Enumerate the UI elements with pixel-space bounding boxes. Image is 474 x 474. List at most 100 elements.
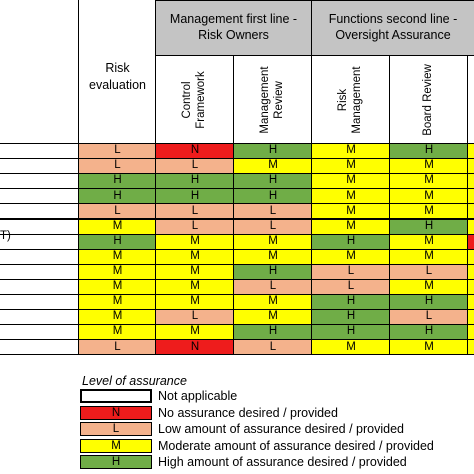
row-label-cell xyxy=(0,158,78,175)
assurance-cell xyxy=(467,248,474,265)
assurance-cell: M xyxy=(155,294,235,311)
assurance-cell: L xyxy=(78,339,157,356)
assurance-cell: M xyxy=(389,248,469,265)
legend-swatch: M xyxy=(80,438,152,453)
row-label-cell xyxy=(0,248,78,265)
legend-swatch xyxy=(80,389,152,403)
assurance-cell: M xyxy=(78,278,157,295)
assurance-cell: M xyxy=(389,233,469,250)
legend-item: M Moderate amount of assurance desired / … xyxy=(80,438,460,453)
assurance-cell: L xyxy=(389,309,469,326)
legend-swatch: L xyxy=(80,422,152,437)
assurance-cell: M xyxy=(233,158,313,175)
assurance-cell: H xyxy=(311,233,391,250)
assurance-cell: M xyxy=(233,309,313,326)
assurance-cell: H xyxy=(311,324,391,341)
assurance-cell: H xyxy=(389,143,469,160)
assurance-cell: M xyxy=(311,173,391,190)
assurance-cell: H xyxy=(389,324,469,341)
col-management-review-label: Management Review xyxy=(258,65,285,134)
assurance-cell xyxy=(467,278,474,295)
assurance-cell: M xyxy=(78,248,157,265)
assurance-cell xyxy=(467,158,474,175)
row-label-cell xyxy=(0,173,78,190)
legend-title: Level of assurance xyxy=(82,374,187,388)
col-board-review-header: Board Review xyxy=(389,55,468,144)
assurance-cell: L xyxy=(233,278,313,295)
assurance-cell: H xyxy=(155,173,235,190)
assurance-cell: M xyxy=(155,263,235,280)
row-label-cell xyxy=(0,218,78,235)
group-first-line-label: Management first line -Risk Owners xyxy=(169,12,298,42)
col-control-framework-header: Control Framework xyxy=(155,55,234,144)
assurance-cell: H xyxy=(233,263,313,280)
assurance-cell: M xyxy=(233,248,313,265)
assurance-cell xyxy=(467,294,474,311)
assurance-cell: L xyxy=(78,143,157,160)
assurance-cell xyxy=(467,203,474,220)
row-label-fragment: T) xyxy=(0,230,11,242)
row-label-cell xyxy=(0,143,78,160)
assurance-cell: M xyxy=(233,294,313,311)
assurance-cell: M xyxy=(389,173,469,190)
assurance-cell: M xyxy=(389,278,469,295)
group-second-line-header: Functions second line - Oversight Assura… xyxy=(311,0,474,56)
assurance-cell: L xyxy=(233,218,313,235)
assurance-cell xyxy=(467,339,474,356)
assurance-cell: M xyxy=(311,203,391,220)
assurance-cell: M xyxy=(311,248,391,265)
legend-item: N No assurance desired / provided xyxy=(80,405,460,420)
assurance-cell xyxy=(467,173,474,190)
assurance-cell: M xyxy=(78,324,157,341)
assurance-cell: H xyxy=(78,233,157,250)
assurance-cell: M xyxy=(155,278,235,295)
assurance-cell: H xyxy=(233,324,313,341)
legend-item: L Low amount of assurance desired / provi… xyxy=(80,422,460,437)
assurance-cell: L xyxy=(78,158,157,175)
assurance-cell: M xyxy=(311,339,391,356)
assurance-cell: N xyxy=(155,339,235,356)
group-second-line-label: Functions second line - Oversight Assura… xyxy=(328,12,458,42)
assurance-cell xyxy=(467,324,474,341)
assurance-cell: M xyxy=(155,324,235,341)
legend-text: High amount of assurance desired / provi… xyxy=(158,455,407,470)
assurance-cell: L xyxy=(311,263,391,280)
assurance-cell: M xyxy=(311,158,391,175)
assurance-cell: H xyxy=(233,143,313,160)
assurance-cell: H xyxy=(389,218,469,235)
risk-evaluation-header: Risk evaluation xyxy=(78,0,156,143)
assurance-cell: L xyxy=(78,203,157,220)
assurance-cell: M xyxy=(389,203,469,220)
assurance-cell: H xyxy=(389,294,469,311)
legend-swatch: H xyxy=(80,455,152,470)
assurance-cell: M xyxy=(78,294,157,311)
assurance-cell: M xyxy=(389,339,469,356)
legend-text: No assurance desired / provided xyxy=(158,405,338,420)
legend-item: H High amount of assurance desired / prov… xyxy=(80,455,460,470)
assurance-cell: H xyxy=(233,188,313,205)
assurance-cell xyxy=(467,263,474,280)
assurance-cell xyxy=(467,143,474,160)
row-label-cell xyxy=(0,309,78,326)
assurance-cell: M xyxy=(78,218,157,235)
legend-text: Not applicable xyxy=(158,389,238,403)
col-cut-off-header xyxy=(467,55,474,144)
assurance-cell: L xyxy=(155,218,235,235)
col-board-review-label: Board Review xyxy=(421,63,434,136)
group-first-line-header: Management first line -Risk Owners xyxy=(155,0,312,56)
assurance-matrix: Risk evaluation Management first line -R… xyxy=(0,0,474,356)
row-label-cell xyxy=(0,278,78,295)
assurance-cell: H xyxy=(233,173,313,190)
assurance-cell: L xyxy=(233,203,313,220)
assurance-cell: L xyxy=(155,158,235,175)
col-control-framework-label: Control Framework xyxy=(180,70,207,129)
row-label-cell xyxy=(0,263,78,280)
assurance-cell: L xyxy=(233,339,313,356)
assurance-cell xyxy=(467,218,474,235)
legend: Level of assurance Not applicable N No ass… xyxy=(0,364,474,474)
assurance-cell: H xyxy=(78,188,157,205)
assurance-cell: M xyxy=(311,218,391,235)
assurance-cell: N xyxy=(155,143,235,160)
assurance-cell: H xyxy=(155,188,235,205)
assurance-cell: M xyxy=(78,309,157,326)
